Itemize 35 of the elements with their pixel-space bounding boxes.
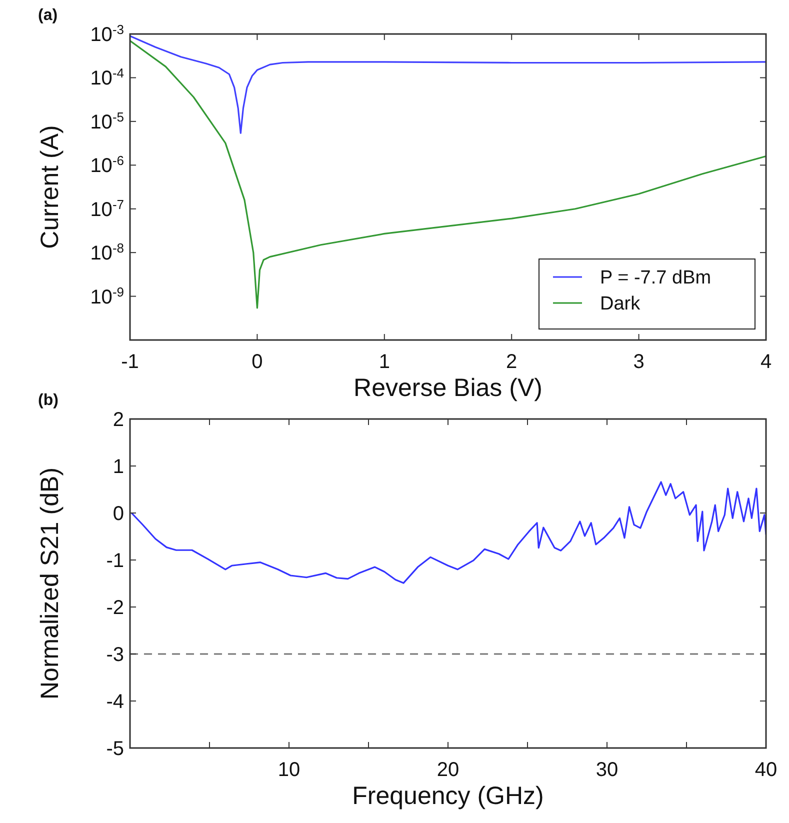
line-series bbox=[130, 35, 766, 134]
y-tick-label: 10$^{-3}$ bbox=[90, 22, 124, 46]
line-series bbox=[130, 481, 766, 584]
y-tick-label: -5 bbox=[106, 738, 124, 760]
y-tick-label: -4 bbox=[106, 691, 124, 713]
y-tick-label: 1 bbox=[112, 456, 124, 478]
y-tick-label: -1 bbox=[106, 550, 124, 572]
x-tick-label: 4 bbox=[760, 351, 772, 373]
x-axis-title: Frequency (GHz) bbox=[352, 782, 544, 810]
y-tick-label: 10$^{-6}$ bbox=[90, 152, 124, 178]
y-tick-label: -2 bbox=[106, 597, 124, 619]
x-tick-label: 20 bbox=[436, 759, 460, 781]
x-tick-label: 1 bbox=[378, 351, 390, 373]
y-tick-label: 10$^{-5}$ bbox=[90, 108, 124, 134]
line-series bbox=[130, 40, 766, 309]
legend-label: P = -7.7 dBm bbox=[600, 268, 712, 289]
y-tick-label: 10$^{-7}$ bbox=[90, 196, 124, 221]
y-tick-label: 10$^{-8}$ bbox=[90, 240, 124, 265]
x-tick-label: 0 bbox=[252, 351, 263, 373]
y-tick-label: 10$^{-4}$ bbox=[90, 65, 124, 90]
x-axis-title: Reverse Bias (V) bbox=[354, 374, 542, 402]
y-tick-label: 0 bbox=[112, 503, 124, 525]
x-tick-label: 2 bbox=[506, 351, 518, 373]
y-axis-title: Current (A) bbox=[36, 125, 64, 249]
legend-label: Dark bbox=[600, 294, 641, 315]
y-tick-label: 10$^{-9}$ bbox=[90, 284, 124, 308]
y-axis-title: Normalized S21 (dB) bbox=[36, 467, 64, 700]
x-tick-label: 10 bbox=[278, 759, 300, 781]
x-tick-label: 3 bbox=[633, 351, 644, 373]
chart-title: (b) bbox=[38, 392, 58, 409]
x-tick-label: 30 bbox=[596, 759, 618, 781]
chart-title: (a) bbox=[38, 7, 58, 24]
x-tick-label: 40 bbox=[754, 759, 778, 781]
y-tick-label: 2 bbox=[112, 409, 124, 431]
y-tick-label: -3 bbox=[106, 644, 124, 666]
